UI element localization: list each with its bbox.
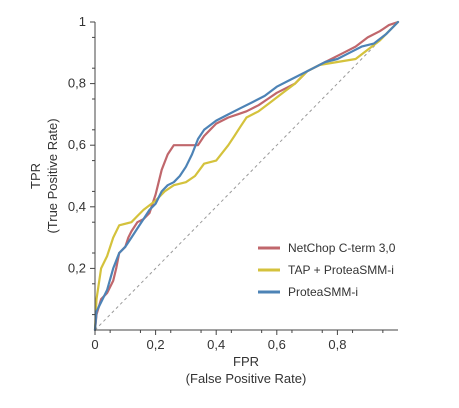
x-tick-label: 0,6 [268, 337, 286, 352]
legend-label-1: NetChop C-term 3,0 [288, 241, 396, 255]
series-line-2 [93, 20, 400, 332]
legend: NetChop C-term 3,0 TAP + ProteaSMM-i Prote… [258, 241, 396, 299]
y-axis-subtitle: (True Positive Rate) [45, 118, 60, 233]
x-axis-title: FPR [233, 354, 259, 369]
y-tick-label: 0,6 [68, 137, 86, 152]
x-tick-label: 0 [91, 337, 98, 352]
x-tick-label: 0,8 [328, 337, 346, 352]
y-tick-label: 0,8 [68, 76, 86, 91]
series-line-3 [93, 20, 400, 332]
legend-label-3: ProteaSMM-i [288, 285, 358, 299]
legend-label-2: TAP + ProteaSMM-i [288, 263, 394, 277]
x-axis-subtitle: (False Positive Rate) [186, 371, 307, 386]
x-tick-label: 0,4 [207, 337, 225, 352]
y-tick-label: 1 [79, 14, 86, 29]
y-axis-title: TPR [28, 163, 43, 189]
diagonal-reference-line [94, 21, 399, 331]
y-tick-label: 0,2 [68, 260, 86, 275]
y-tick-label: 0,4 [68, 199, 86, 214]
x-tick-label: 0,2 [147, 337, 165, 352]
